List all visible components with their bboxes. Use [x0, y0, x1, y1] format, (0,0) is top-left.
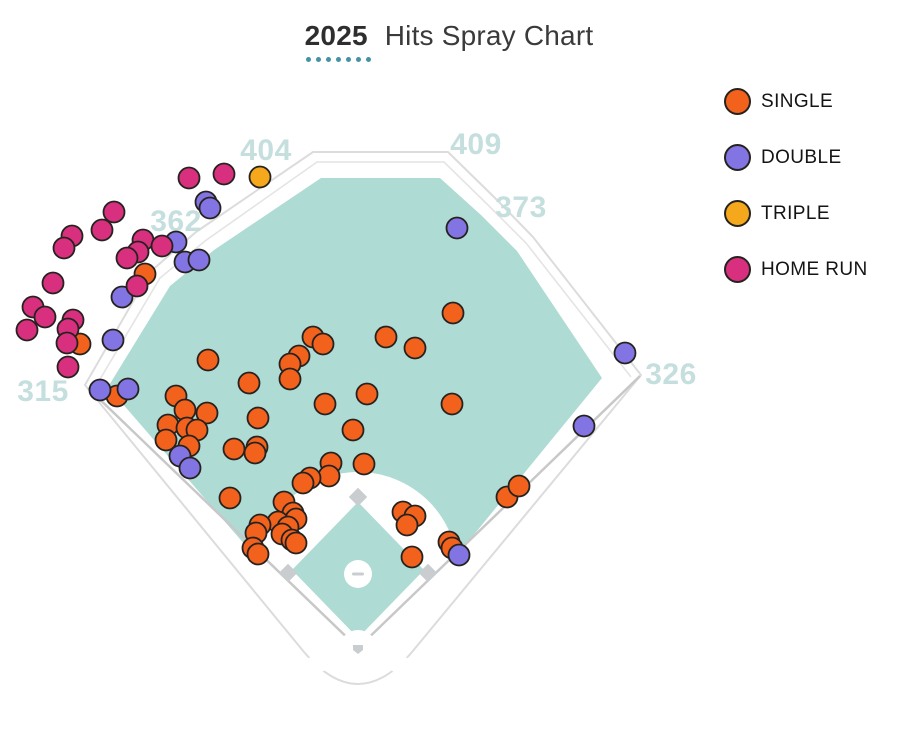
foul-line-left [87, 387, 359, 649]
hit-dot-home_run[interactable] [33, 305, 57, 329]
hit-dot-home_run[interactable] [52, 236, 76, 260]
hit-dot-home_run[interactable] [55, 331, 79, 355]
hit-dot-single[interactable] [313, 392, 337, 416]
hit-dot-single[interactable] [317, 464, 341, 488]
title-year-text: 2025 [304, 20, 368, 51]
title-year: 2025 [304, 20, 371, 62]
hit-dot-single[interactable] [243, 441, 267, 465]
hit-dot-single[interactable] [246, 406, 270, 430]
hit-dot-home_run[interactable] [56, 355, 80, 379]
distance-label-409: 409 [450, 128, 502, 161]
legend-item-double[interactable]: DOUBLE [724, 144, 868, 171]
hit-dot-single[interactable] [311, 332, 335, 356]
legend-swatch-home-run-icon [724, 256, 751, 283]
batter-wing-right [366, 640, 413, 675]
hit-dot-double[interactable] [613, 341, 637, 365]
title-underline-dots [305, 57, 371, 62]
distance-label-326: 326 [645, 358, 697, 391]
hit-dot-single[interactable] [246, 542, 270, 566]
hit-dot-double[interactable] [88, 378, 112, 402]
hit-dot-single[interactable] [403, 336, 427, 360]
hit-dot-home_run[interactable] [90, 218, 114, 242]
distance-label-404: 404 [240, 134, 292, 167]
hit-dot-single[interactable] [441, 301, 465, 325]
underline-dot [335, 57, 341, 62]
hit-dot-single[interactable] [395, 513, 419, 537]
hit-dot-home_run[interactable] [212, 162, 236, 186]
legend-item-triple[interactable]: TRIPLE [724, 200, 868, 227]
chart-title: 2025 Hits Spray Chart [0, 20, 898, 62]
hit-dot-single[interactable] [154, 428, 178, 452]
hit-dot-double[interactable] [447, 543, 471, 567]
underline-dot [315, 57, 321, 62]
legend-label: DOUBLE [761, 146, 842, 168]
underline-dot [325, 57, 331, 62]
legend-swatch-single-icon [724, 88, 751, 115]
hit-dot-double[interactable] [101, 328, 125, 352]
hit-dot-double[interactable] [178, 456, 202, 480]
underline-dot [355, 57, 361, 62]
hit-dot-single[interactable] [352, 452, 376, 476]
base-second [348, 487, 368, 507]
legend-item-home-run[interactable]: HOME RUN [724, 256, 868, 283]
hit-dot-home_run[interactable] [150, 234, 174, 258]
legend: SINGLE DOUBLE TRIPLE HOME RUN [724, 88, 868, 283]
hit-dot-triple[interactable] [248, 165, 272, 189]
hit-dot-home_run[interactable] [102, 200, 126, 224]
hit-dot-single[interactable] [440, 392, 464, 416]
hit-dot-single[interactable] [222, 437, 246, 461]
hit-dot-double[interactable] [116, 377, 140, 401]
base-first [418, 563, 438, 583]
hit-dot-double[interactable] [198, 196, 222, 220]
hit-dot-home_run[interactable] [41, 271, 65, 295]
hit-dot-single[interactable] [195, 401, 219, 425]
legend-item-single[interactable]: SINGLE [724, 88, 868, 115]
base-third [278, 563, 298, 583]
legend-label: HOME RUN [761, 258, 868, 280]
distance-label-315: 315 [17, 375, 69, 408]
underline-dot [365, 57, 371, 62]
legend-label: TRIPLE [761, 202, 830, 224]
mound-dash [352, 572, 364, 576]
hits-layer [15, 162, 637, 569]
hit-dot-single[interactable] [196, 348, 220, 372]
fence-inner-line [95, 161, 632, 387]
underline-dot [345, 57, 351, 62]
hit-dot-single[interactable] [291, 471, 315, 495]
hit-dot-home_run[interactable] [177, 166, 201, 190]
hit-dot-single[interactable] [507, 474, 531, 498]
hit-dot-single[interactable] [237, 371, 261, 395]
distance-label-373: 373 [495, 191, 547, 224]
legend-label: SINGLE [761, 90, 834, 112]
hit-dot-single[interactable] [341, 418, 365, 442]
home-plate-mark [353, 645, 363, 654]
legend-swatch-double-icon [724, 144, 751, 171]
hit-dot-single[interactable] [355, 382, 379, 406]
title-rest: Hits Spray Chart [384, 20, 594, 51]
hit-dot-double[interactable] [572, 414, 596, 438]
hit-dot-double[interactable] [187, 248, 211, 272]
hit-dot-double[interactable] [445, 216, 469, 240]
hit-dot-single[interactable] [218, 486, 242, 510]
batter-wing-left [303, 640, 350, 675]
underline-dot [305, 57, 311, 62]
hit-dot-home_run[interactable] [115, 246, 139, 270]
hit-dot-single[interactable] [278, 367, 302, 391]
legend-swatch-triple-icon [724, 200, 751, 227]
hit-dot-single[interactable] [284, 531, 308, 555]
hit-dot-home_run[interactable] [15, 318, 39, 342]
hit-dot-home_run[interactable] [125, 274, 149, 298]
hit-dot-single[interactable] [374, 325, 398, 349]
hit-dot-single[interactable] [400, 545, 424, 569]
